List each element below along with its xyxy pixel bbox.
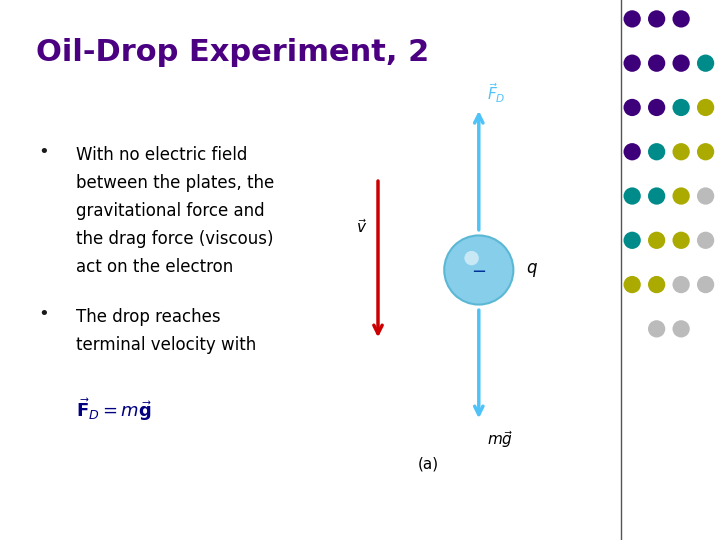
Ellipse shape	[624, 10, 641, 28]
Ellipse shape	[648, 99, 665, 116]
Ellipse shape	[697, 143, 714, 160]
Text: $-$: $-$	[471, 261, 487, 279]
Text: $\vec{F}_D$: $\vec{F}_D$	[487, 82, 506, 105]
Ellipse shape	[672, 99, 690, 116]
Text: Oil-Drop Experiment, 2: Oil-Drop Experiment, 2	[36, 38, 429, 67]
Text: $\vec{\mathbf{F}}_D = m\vec{\mathbf{g}}$: $\vec{\mathbf{F}}_D = m\vec{\mathbf{g}}$	[76, 396, 152, 423]
Text: $m\vec{g}$: $m\vec{g}$	[487, 429, 513, 450]
Text: terminal velocity with: terminal velocity with	[76, 336, 256, 354]
Text: between the plates, the: between the plates, the	[76, 174, 274, 192]
Ellipse shape	[672, 320, 690, 338]
Text: The drop reaches: The drop reaches	[76, 308, 220, 326]
Ellipse shape	[624, 99, 641, 116]
Ellipse shape	[672, 143, 690, 160]
Ellipse shape	[624, 187, 641, 205]
Ellipse shape	[672, 232, 690, 249]
Text: With no electric field: With no electric field	[76, 146, 247, 164]
Text: •: •	[38, 305, 48, 323]
Ellipse shape	[648, 320, 665, 338]
Ellipse shape	[444, 235, 513, 305]
Text: act on the electron: act on the electron	[76, 258, 233, 276]
Ellipse shape	[672, 276, 690, 293]
Ellipse shape	[624, 276, 641, 293]
Ellipse shape	[697, 55, 714, 72]
Ellipse shape	[672, 55, 690, 72]
Text: (a): (a)	[418, 456, 439, 471]
Text: $q$: $q$	[526, 261, 539, 279]
Text: gravitational force and: gravitational force and	[76, 202, 264, 220]
Ellipse shape	[697, 276, 714, 293]
Ellipse shape	[648, 232, 665, 249]
Ellipse shape	[697, 187, 714, 205]
Ellipse shape	[672, 187, 690, 205]
Text: $\vec{v}$: $\vec{v}$	[356, 218, 367, 236]
Ellipse shape	[648, 55, 665, 72]
Ellipse shape	[648, 187, 665, 205]
Ellipse shape	[464, 251, 479, 265]
Ellipse shape	[697, 232, 714, 249]
Ellipse shape	[648, 10, 665, 28]
Ellipse shape	[648, 143, 665, 160]
Text: •: •	[38, 143, 48, 161]
Ellipse shape	[648, 276, 665, 293]
Ellipse shape	[697, 99, 714, 116]
Ellipse shape	[624, 232, 641, 249]
Ellipse shape	[624, 55, 641, 72]
Ellipse shape	[672, 10, 690, 28]
Ellipse shape	[624, 143, 641, 160]
Text: the drag force (viscous): the drag force (viscous)	[76, 230, 273, 248]
